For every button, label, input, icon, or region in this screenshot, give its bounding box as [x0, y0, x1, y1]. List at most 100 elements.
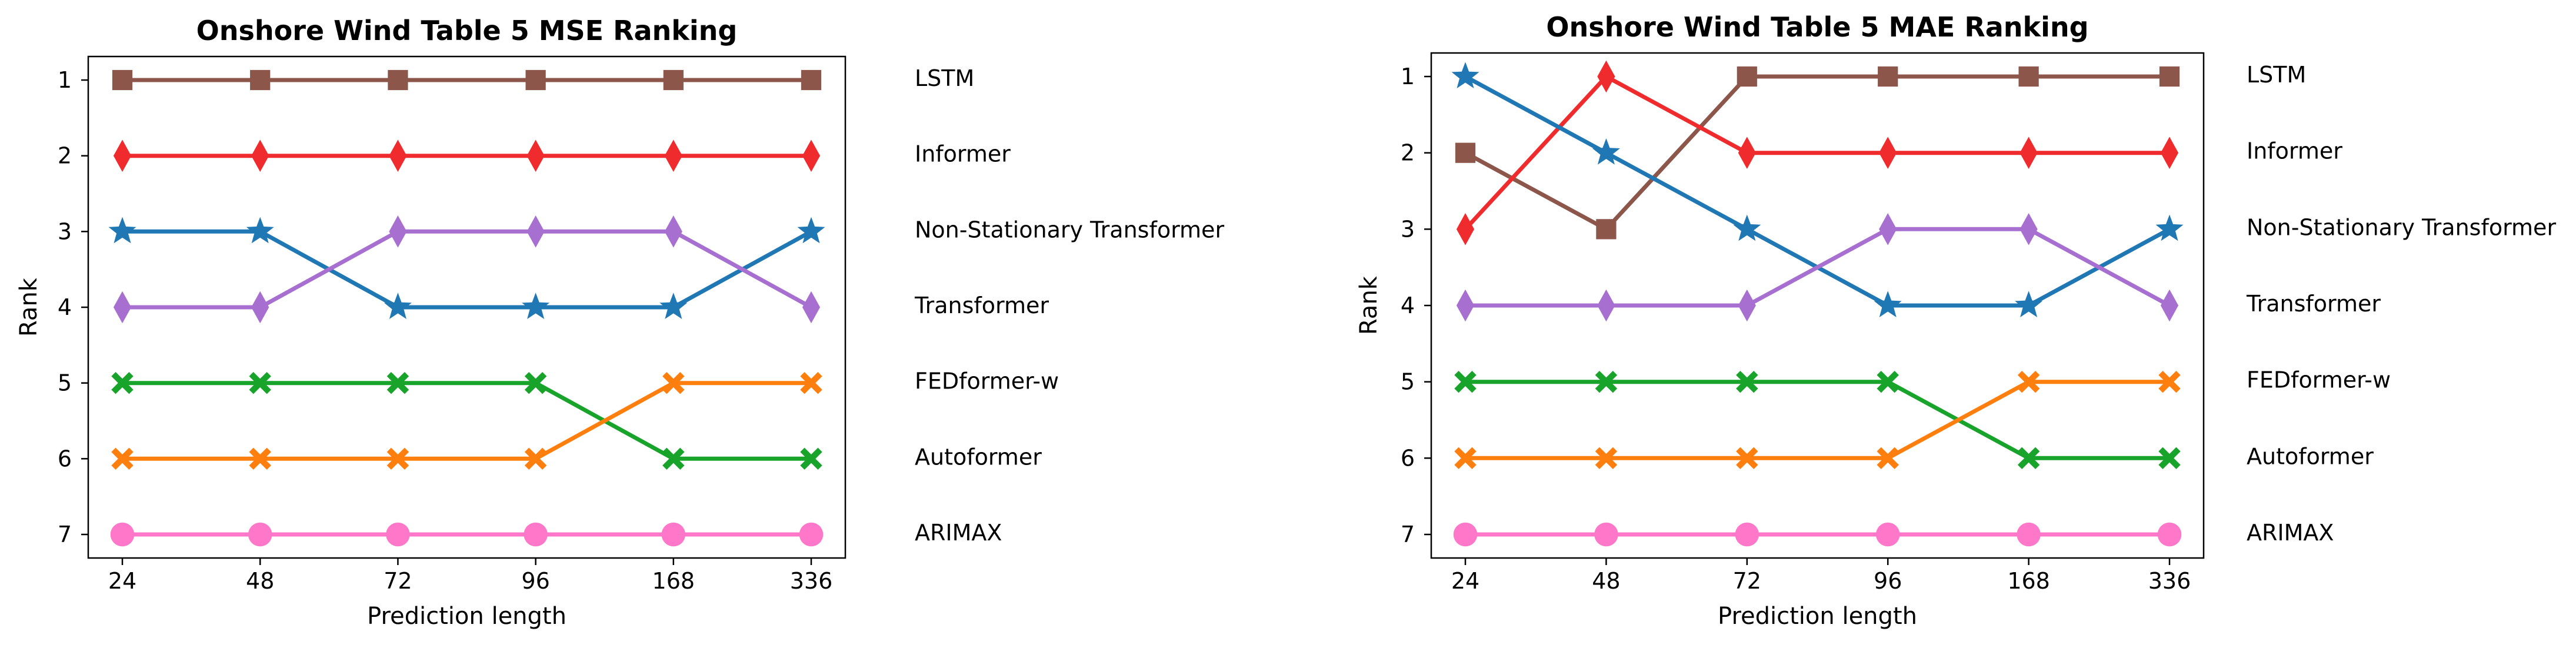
data-point [1595, 447, 1618, 470]
y-tick-label: 7 [1401, 522, 1415, 547]
data-point [111, 447, 134, 470]
data-point [2158, 447, 2181, 470]
data-point [108, 217, 136, 244]
data-point [1877, 447, 1899, 470]
data-point [799, 522, 824, 547]
data-point [112, 69, 133, 91]
series-label: Transformer [2246, 291, 2381, 317]
series-label: Non-Stationary Transformer [2247, 214, 2556, 240]
data-point [664, 215, 682, 248]
data-point [249, 371, 271, 394]
data-point [1736, 370, 1758, 393]
series-label: Transformer [914, 293, 1049, 318]
series-label: Autoformer [915, 444, 1042, 470]
series-line [1464, 74, 2170, 231]
x-tick-label: 24 [108, 568, 136, 594]
data-point [384, 293, 412, 319]
data-point [1595, 370, 1618, 393]
series-label: Informer [2247, 138, 2342, 164]
x-tick-label: 336 [790, 568, 833, 594]
series-2 [1456, 60, 2179, 245]
data-point [1878, 66, 1898, 87]
data-point [1875, 522, 1900, 547]
data-point [800, 447, 822, 470]
data-point [1738, 137, 1756, 169]
y-axis-label: Rank [15, 277, 42, 337]
data-point [111, 371, 134, 394]
data-point [663, 69, 684, 91]
y-tick-label: 1 [58, 67, 72, 93]
series-line [1465, 380, 2170, 460]
data-point [2017, 370, 2040, 393]
data-point [524, 522, 548, 547]
series-line [122, 381, 811, 461]
data-point [1456, 213, 1475, 245]
y-tick-label: 7 [58, 522, 72, 547]
x-tick-label: 72 [1733, 568, 1761, 594]
data-point [2017, 522, 2041, 547]
data-point [2017, 447, 2040, 470]
data-point [386, 522, 410, 547]
data-point [1592, 138, 1620, 165]
data-point [662, 371, 685, 394]
data-point [2020, 137, 2038, 169]
series-label: FEDformer-w [2247, 367, 2391, 393]
data-point [389, 215, 407, 248]
chart-title: Onshore Wind Table 5 MAE Ranking [1546, 11, 2088, 43]
data-point [2157, 522, 2182, 547]
data-point [249, 447, 271, 470]
series-label: FEDformer-w [915, 368, 1059, 394]
y-axis-label: Rank [1355, 275, 1382, 335]
data-point [1454, 447, 1477, 470]
series-7 [1453, 522, 2182, 547]
data-point [113, 140, 132, 172]
data-point [386, 447, 409, 470]
x-tick-label: 72 [384, 568, 412, 594]
series-1 [1455, 66, 2180, 240]
data-point [388, 69, 408, 91]
data-point [524, 371, 547, 394]
series-line [1465, 380, 2170, 460]
y-tick-label: 4 [1401, 293, 1415, 318]
series-1 [112, 69, 822, 91]
data-point [802, 291, 821, 324]
data-point [1738, 289, 1756, 322]
y-tick-label: 2 [58, 143, 72, 169]
series-3 [108, 217, 825, 319]
data-point [1597, 60, 1615, 93]
data-point [2159, 66, 2180, 87]
data-point [386, 371, 409, 394]
data-point [1597, 289, 1615, 322]
series-line [122, 381, 811, 461]
series-7 [110, 522, 824, 547]
series-line [1464, 74, 2170, 231]
data-point [2160, 289, 2179, 322]
series-label: Informer [915, 141, 1011, 167]
data-point [1453, 522, 1478, 547]
data-point [246, 217, 274, 244]
series-line [1465, 227, 2171, 308]
series-label: Autoformer [2247, 443, 2374, 469]
x-tick-label: 48 [246, 568, 274, 594]
data-point [1879, 137, 1897, 169]
data-point [2015, 291, 2043, 317]
data-point [797, 217, 825, 244]
data-point [2020, 213, 2038, 245]
data-point [522, 293, 550, 319]
data-point [526, 215, 545, 248]
data-point [662, 447, 685, 470]
data-point [664, 140, 682, 172]
y-tick-label: 1 [1401, 64, 1415, 89]
series-line [122, 229, 812, 310]
series-label: Non-Stationary Transformer [915, 217, 1224, 243]
series-label: ARIMAX [915, 520, 1002, 546]
data-point [526, 140, 545, 172]
series-6 [111, 371, 822, 470]
x-tick-label: 168 [2007, 568, 2050, 594]
data-point [801, 69, 822, 91]
data-point [524, 447, 547, 470]
data-point [1596, 219, 1617, 240]
data-point [2155, 214, 2184, 241]
